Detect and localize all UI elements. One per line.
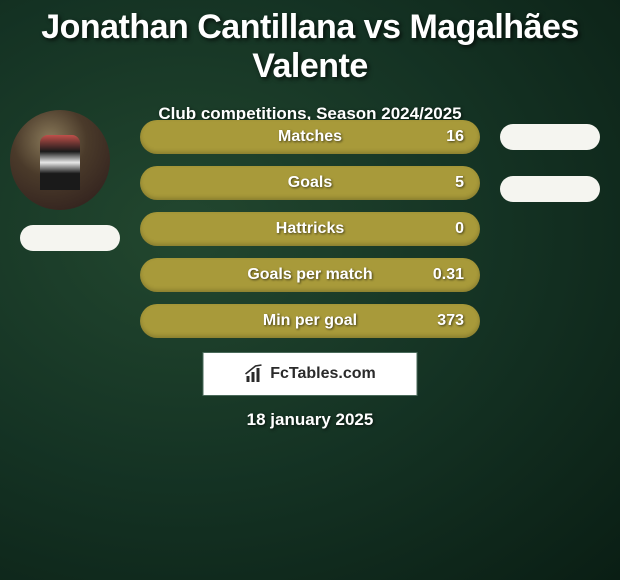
player-name-pill-left [20, 225, 120, 251]
player-name-pill-right-1 [500, 124, 600, 150]
stat-label: Matches [278, 128, 342, 146]
stat-value: 0 [455, 220, 464, 238]
stat-bar-goals-per-match: Goals per match 0.31 [140, 258, 480, 292]
chart-icon [244, 364, 264, 384]
page-title: Jonathan Cantillana vs Magalhães Valente [0, 0, 620, 86]
player-name-pill-right-2 [500, 176, 600, 202]
stat-value: 373 [437, 312, 464, 330]
stat-bar-goals: Goals 5 [140, 166, 480, 200]
stat-bar-min-per-goal: Min per goal 373 [140, 304, 480, 338]
stat-value: 16 [446, 128, 464, 146]
stat-value: 5 [455, 174, 464, 192]
stat-value: 0.31 [433, 266, 464, 284]
stat-bar-hattricks: Hattricks 0 [140, 212, 480, 246]
stat-label: Min per goal [263, 312, 357, 330]
logo-text: FcTables.com [270, 365, 376, 383]
stats-container: Matches 16 Goals 5 Hattricks 0 Goals per… [140, 120, 480, 350]
player-avatar-left [10, 110, 110, 210]
date-label: 18 january 2025 [247, 410, 374, 430]
logo-box: FcTables.com [203, 352, 418, 396]
stat-label: Goals per match [247, 266, 372, 284]
stat-bar-matches: Matches 16 [140, 120, 480, 154]
stat-label: Hattricks [276, 220, 344, 238]
stat-label: Goals [288, 174, 332, 192]
